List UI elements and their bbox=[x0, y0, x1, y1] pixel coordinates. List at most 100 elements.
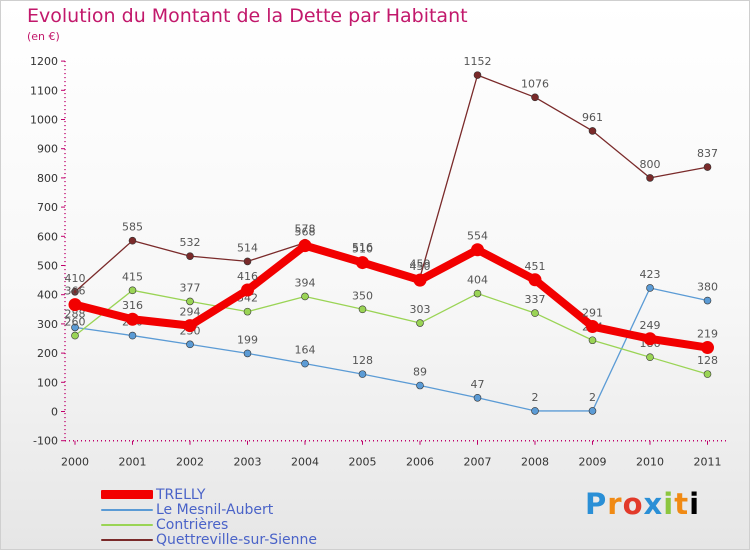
data-point bbox=[68, 298, 82, 312]
y-tick-label: 500 bbox=[37, 260, 58, 273]
data-point bbox=[186, 252, 194, 260]
y-tick-label: 1100 bbox=[30, 84, 58, 97]
data-label: 366 bbox=[65, 285, 86, 298]
x-tick-label: 2010 bbox=[636, 456, 664, 469]
legend-label: Le Mesnil-Aubert bbox=[156, 501, 274, 518]
x-tick-label: 2005 bbox=[349, 456, 377, 469]
data-point bbox=[531, 407, 539, 415]
data-point bbox=[701, 341, 714, 355]
legend-label: TRELLY bbox=[156, 486, 206, 503]
data-point bbox=[646, 284, 654, 292]
data-point bbox=[128, 331, 137, 340]
data-label: 554 bbox=[467, 230, 488, 243]
data-label: 451 bbox=[525, 260, 546, 273]
data-point bbox=[473, 71, 482, 79]
legend-item: Quettreville-sur-Sienne bbox=[101, 532, 317, 548]
data-label: 1076 bbox=[521, 77, 549, 90]
y-tick-label: 600 bbox=[37, 230, 58, 243]
data-label: 410 bbox=[65, 272, 86, 285]
data-point bbox=[186, 297, 194, 306]
data-label: 199 bbox=[237, 333, 258, 346]
x-tick-label: 2003 bbox=[234, 456, 262, 469]
x-tick-label: 2011 bbox=[694, 456, 722, 469]
legend-item: Le Mesnil-Aubert bbox=[101, 501, 317, 518]
data-point bbox=[128, 286, 137, 295]
data-point bbox=[358, 305, 367, 314]
data-point bbox=[243, 349, 252, 358]
data-point bbox=[588, 127, 597, 135]
data-point bbox=[586, 320, 599, 334]
data-point bbox=[128, 236, 137, 245]
data-label: 450 bbox=[410, 260, 431, 273]
x-tick-label: 2007 bbox=[464, 456, 492, 469]
series-line bbox=[74, 241, 709, 352]
chart-unit: (en €) bbox=[27, 30, 60, 43]
data-point bbox=[71, 331, 79, 340]
data-label: 294 bbox=[180, 306, 201, 319]
legend-swatch bbox=[101, 538, 153, 541]
data-label: 249 bbox=[640, 319, 661, 332]
data-point bbox=[413, 273, 427, 287]
data-label: 2 bbox=[532, 391, 539, 404]
series-line bbox=[74, 289, 708, 375]
data-label: 585 bbox=[122, 221, 143, 234]
data-label: 303 bbox=[410, 303, 431, 316]
data-label: 510 bbox=[352, 243, 373, 256]
y-tick-label: 100 bbox=[37, 376, 58, 389]
data-point bbox=[703, 163, 712, 171]
data-label: 219 bbox=[697, 328, 718, 341]
data-point bbox=[243, 257, 252, 266]
data-point bbox=[473, 393, 482, 402]
data-label: 800 bbox=[640, 158, 661, 171]
data-point bbox=[588, 407, 597, 415]
y-tick-label: 0 bbox=[51, 406, 58, 419]
data-point bbox=[356, 256, 369, 270]
data-label: 2 bbox=[589, 391, 596, 404]
data-point bbox=[298, 239, 312, 253]
y-tick-label: 700 bbox=[37, 201, 58, 214]
line-chart: -100 0 100 200 300 400 500 600 700 800 900 1000 1100… bbox=[30, 55, 727, 469]
y-tick-label: 200 bbox=[37, 347, 58, 360]
data-label: 377 bbox=[180, 281, 201, 294]
data-point bbox=[186, 340, 194, 349]
data-point bbox=[531, 93, 539, 102]
data-label: 350 bbox=[352, 289, 373, 302]
y-tick-label: 1200 bbox=[30, 55, 58, 68]
x-tick-label: 2004 bbox=[291, 456, 319, 469]
data-label: 459 bbox=[410, 257, 431, 270]
legend-swatch bbox=[101, 523, 153, 526]
legend-item: TRELLY bbox=[101, 486, 317, 503]
x-tick-label: 2006 bbox=[406, 456, 434, 469]
legend-swatch bbox=[101, 490, 153, 499]
data-label: 1152 bbox=[464, 55, 492, 68]
legend-swatch bbox=[101, 508, 153, 511]
x-tick-label: 2001 bbox=[119, 456, 147, 469]
data-point bbox=[243, 307, 252, 316]
data-label: 164 bbox=[295, 344, 316, 357]
data-point bbox=[703, 296, 712, 305]
data-point bbox=[646, 353, 654, 361]
data-point bbox=[646, 174, 654, 182]
proxiti-logo: Proxiti bbox=[585, 487, 701, 521]
y-tick-label: 800 bbox=[37, 172, 58, 185]
y-tick-label: -100 bbox=[33, 435, 58, 448]
data-point bbox=[703, 370, 712, 378]
data-label: 423 bbox=[640, 268, 661, 281]
x-tick-label: 2008 bbox=[521, 456, 549, 469]
data-label: 291 bbox=[582, 307, 603, 320]
y-tick-label: 400 bbox=[37, 289, 58, 302]
chart-title: Evolution du Montant de la Dette par Hab… bbox=[27, 5, 468, 27]
x-tick-label: 2002 bbox=[176, 456, 204, 469]
data-label: 89 bbox=[413, 366, 427, 379]
data-point bbox=[643, 332, 657, 346]
data-label: 568 bbox=[295, 226, 316, 239]
legend-item: Contrières bbox=[101, 516, 317, 533]
data-point bbox=[531, 309, 539, 317]
y-tick-label: 300 bbox=[37, 318, 58, 331]
data-label: 288 bbox=[65, 307, 86, 320]
data-point bbox=[126, 312, 139, 326]
data-label: 260 bbox=[65, 316, 86, 329]
data-label: 837 bbox=[697, 147, 718, 160]
legend-label: Contrières bbox=[156, 516, 229, 533]
